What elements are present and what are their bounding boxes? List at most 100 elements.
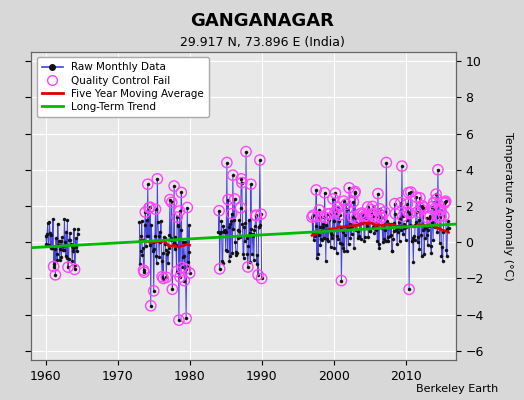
Point <box>368 203 377 210</box>
Point <box>403 201 411 207</box>
Point <box>432 196 441 202</box>
Point <box>357 210 366 216</box>
Point <box>442 198 450 204</box>
Point <box>174 317 183 323</box>
Point <box>368 211 376 218</box>
Point <box>367 207 375 213</box>
Point <box>231 196 239 202</box>
Point <box>373 215 381 221</box>
Point <box>349 199 357 205</box>
Point <box>367 211 376 218</box>
Point <box>320 190 329 196</box>
Point <box>215 266 224 272</box>
Point <box>329 196 337 202</box>
Point <box>237 176 245 182</box>
Point <box>318 214 326 220</box>
Point <box>176 274 184 280</box>
Point <box>416 205 424 212</box>
Point <box>315 207 323 213</box>
Point <box>403 209 412 215</box>
Point <box>227 210 236 217</box>
Point <box>140 269 148 276</box>
Point <box>351 188 359 195</box>
Point <box>238 179 246 186</box>
Point <box>145 205 153 211</box>
Point <box>144 181 152 188</box>
Point <box>369 214 378 220</box>
Point <box>331 210 339 216</box>
Point <box>412 194 420 200</box>
Point <box>356 211 364 217</box>
Point <box>434 166 442 173</box>
Point <box>419 204 428 211</box>
Point <box>332 208 340 214</box>
Legend: Raw Monthly Data, Quality Control Fail, Five Year Moving Average, Long-Term Tren: Raw Monthly Data, Quality Control Fail, … <box>37 57 209 117</box>
Point <box>180 277 189 284</box>
Point <box>139 267 148 273</box>
Point <box>405 286 413 292</box>
Point <box>166 196 174 203</box>
Point <box>70 266 79 273</box>
Point <box>257 275 266 282</box>
Point <box>223 159 231 166</box>
Point <box>252 212 260 218</box>
Point <box>436 207 445 214</box>
Point <box>345 185 353 191</box>
Point <box>406 210 414 217</box>
Point <box>168 286 177 292</box>
Point <box>340 198 348 204</box>
Point <box>390 200 399 207</box>
Point <box>397 200 405 206</box>
Point <box>309 212 318 218</box>
Point <box>376 206 384 212</box>
Point <box>244 264 252 270</box>
Point <box>162 274 170 280</box>
Point <box>158 274 166 280</box>
Text: 29.917 N, 73.896 E (India): 29.917 N, 73.896 E (India) <box>180 36 344 49</box>
Point <box>153 176 161 182</box>
Point <box>382 159 390 166</box>
Point <box>252 212 260 219</box>
Point <box>228 172 237 178</box>
Point <box>342 201 351 208</box>
Point <box>361 212 369 219</box>
Point <box>441 199 449 206</box>
Point <box>413 209 421 216</box>
Point <box>256 157 264 163</box>
Point <box>432 191 440 197</box>
Point <box>351 190 359 196</box>
Point <box>51 272 60 278</box>
Point <box>326 210 334 217</box>
Point <box>440 213 448 219</box>
Point <box>430 199 438 206</box>
Point <box>247 181 255 188</box>
Point <box>418 202 427 209</box>
Point <box>391 210 399 217</box>
Point <box>335 212 344 218</box>
Point <box>416 195 424 201</box>
Point <box>376 212 385 218</box>
Point <box>331 190 340 196</box>
Text: GANGANAGAR: GANGANAGAR <box>190 12 334 30</box>
Point <box>380 209 389 215</box>
Point <box>323 211 332 217</box>
Point <box>151 206 160 212</box>
Point <box>407 189 415 195</box>
Point <box>308 214 316 220</box>
Point <box>215 208 223 214</box>
Point <box>170 183 178 189</box>
Text: Berkeley Earth: Berkeley Earth <box>416 384 498 394</box>
Point <box>178 264 186 270</box>
Point <box>436 213 444 220</box>
Point <box>334 204 342 210</box>
Point <box>348 214 357 220</box>
Point <box>362 214 370 221</box>
Point <box>359 211 367 218</box>
Point <box>364 204 372 210</box>
Point <box>257 211 265 217</box>
Point <box>426 213 434 219</box>
Point <box>141 209 149 215</box>
Point <box>377 214 385 221</box>
Point <box>431 205 439 212</box>
Point <box>343 206 352 212</box>
